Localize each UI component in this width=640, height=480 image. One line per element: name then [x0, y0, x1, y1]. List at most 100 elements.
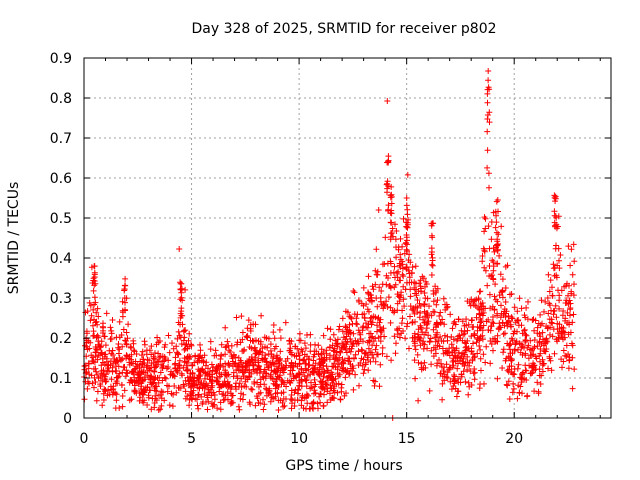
data-point [494, 375, 501, 382]
data-point [272, 393, 279, 400]
data-point [418, 360, 425, 367]
data-point [506, 342, 512, 349]
y-axis-label: SRMTID / TECUs [6, 182, 22, 295]
data-point [222, 351, 229, 358]
data-point [468, 345, 475, 352]
data-point [132, 365, 139, 372]
data-point [238, 359, 245, 366]
data-point [502, 299, 509, 305]
data-point [510, 330, 517, 337]
data-point [515, 346, 521, 353]
data-point [388, 357, 395, 364]
data-point [144, 402, 151, 408]
data-point [93, 318, 100, 325]
data-point [263, 359, 270, 366]
data-point [566, 319, 572, 326]
data-point [535, 388, 542, 395]
data-point [290, 373, 297, 380]
data-point [91, 359, 98, 366]
data-point [397, 256, 404, 263]
data-point [227, 349, 234, 355]
data-point [147, 373, 154, 379]
data-point [500, 346, 507, 353]
data-point [518, 375, 525, 382]
data-point [98, 349, 105, 356]
data-point [332, 356, 339, 363]
data-point [547, 277, 554, 284]
data-point [266, 388, 273, 394]
data-point [220, 390, 227, 397]
data-point [165, 364, 172, 370]
data-point [451, 373, 458, 380]
data-point [109, 317, 116, 323]
data-point [94, 305, 101, 312]
data-point [552, 302, 559, 309]
data-point [342, 374, 349, 381]
data-point [271, 345, 278, 352]
data-point [153, 341, 160, 348]
data-point [546, 353, 553, 360]
data-point [476, 311, 483, 318]
data-point [103, 310, 110, 317]
x-tick-label: 5 [187, 431, 196, 447]
data-point [558, 356, 565, 363]
data-point [531, 327, 538, 334]
data-point [259, 345, 266, 352]
data-point [566, 354, 573, 361]
data-point [218, 341, 225, 348]
data-point [339, 315, 346, 322]
data-point [126, 359, 133, 366]
data-point [479, 332, 486, 339]
data-point [484, 116, 491, 122]
data-point [119, 298, 126, 305]
data-point [100, 320, 106, 327]
data-point [235, 354, 242, 361]
data-point [97, 383, 104, 390]
data-point [481, 228, 488, 235]
data-point [476, 385, 483, 392]
data-point [483, 318, 490, 325]
data-point [150, 359, 157, 366]
data-point [549, 292, 556, 299]
data-point [548, 319, 555, 326]
data-point [441, 377, 448, 384]
data-point [548, 307, 554, 314]
data-point [247, 328, 254, 334]
data-point [390, 269, 397, 276]
data-point [337, 396, 344, 403]
data-point [450, 336, 457, 343]
data-point [496, 292, 503, 299]
data-point [151, 368, 158, 375]
data-point [121, 387, 128, 394]
data-point [103, 378, 110, 385]
data-point [94, 321, 101, 328]
data-point [537, 311, 544, 318]
data-point [543, 335, 550, 342]
data-point [443, 304, 450, 311]
y-tick-label: 0.8 [50, 91, 72, 107]
data-point [467, 302, 474, 309]
data-point [151, 404, 158, 411]
data-point [403, 264, 410, 270]
data-point [261, 401, 268, 408]
data-point [384, 189, 390, 196]
data-point [436, 356, 442, 363]
data-point [491, 307, 498, 313]
data-point [94, 388, 101, 395]
data-point [141, 388, 148, 395]
data-point [509, 315, 516, 322]
data-point [441, 332, 448, 339]
data-point [153, 383, 160, 390]
data-point [484, 90, 491, 97]
data-point [517, 383, 524, 390]
data-point [557, 252, 564, 258]
data-point [248, 345, 255, 352]
data-point [525, 298, 531, 305]
data-point [93, 397, 100, 404]
data-point [483, 343, 490, 350]
y-tick-label: 0 [63, 411, 72, 427]
data-point [317, 390, 324, 397]
data-point [86, 299, 93, 306]
data-point [472, 303, 479, 309]
data-point [106, 347, 113, 354]
